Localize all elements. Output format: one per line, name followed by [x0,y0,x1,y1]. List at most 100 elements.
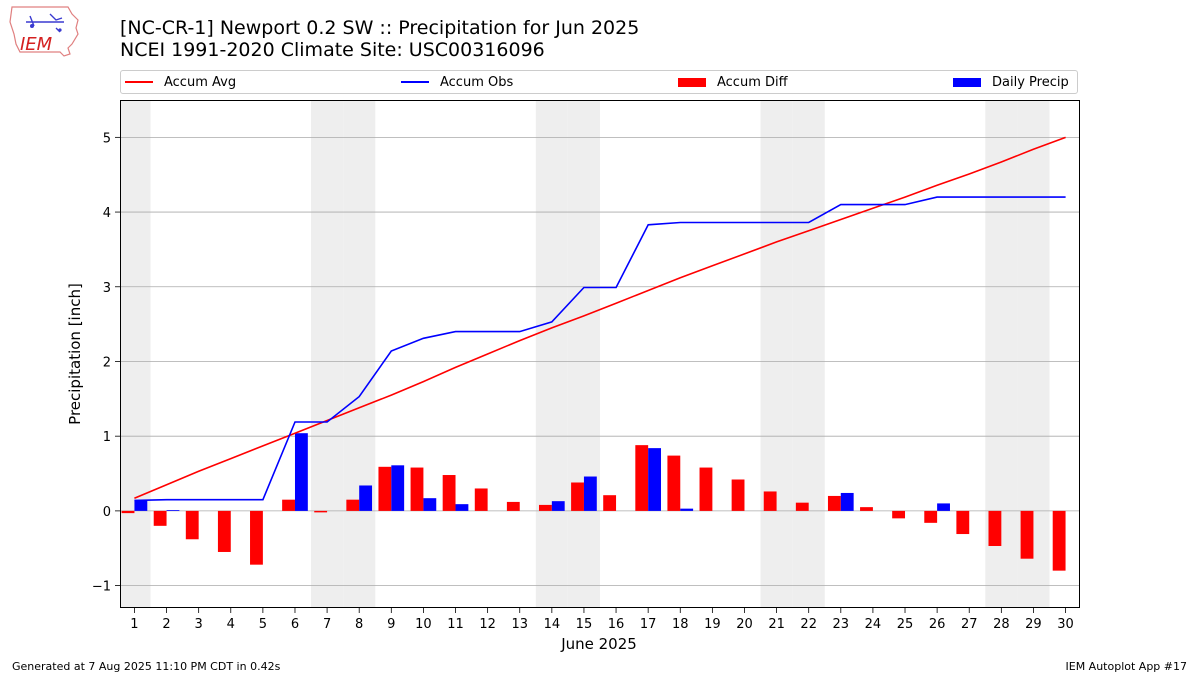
daily-precip-bar-day-9 [391,465,405,511]
accum-diff-bar-day-17 [635,445,649,511]
accum-diff-bar-day-13 [506,501,520,511]
daily-precip-bar-day-1 [134,500,148,511]
accum-diff-bar-day-24 [860,507,873,511]
legend-item-accum-obs: Accum Obs [401,74,513,90]
x-tick-label-22: 22 [800,617,817,632]
x-tick-label-8: 8 [355,617,363,632]
lines [134,136,1066,502]
iowa-map-logo: IEM [9,6,79,57]
accum-obs-line [134,196,1066,502]
accum-diff-bar-day-22 [795,502,809,511]
iem-logo: IEM [6,4,82,64]
weekend-band-day-7 [311,100,344,608]
x-tick-label-14: 14 [544,617,561,632]
legend-swatch-accum-avg [125,81,153,83]
accum-diff-bar-day-4 [217,510,231,552]
bars [121,433,1066,571]
x-tick-label-6: 6 [291,617,299,632]
accum-diff-bar-day-5 [250,510,263,565]
daily-precip-bar-day-2 [166,510,180,511]
x-tick-label-25: 25 [897,617,914,632]
y-tick-label-3: 3 [103,281,111,296]
legend-label-accum-obs: Accum Obs [440,74,514,90]
legend-label-daily-precip: Daily Precip [992,74,1069,90]
accum-diff-bar-day-16 [603,495,617,511]
x-tick-label-10: 10 [415,617,432,632]
x-tick-label-3: 3 [195,617,203,632]
weekend-band-day-8 [343,100,376,608]
chart-legend: Accum Avg Accum Obs Accum Diff Daily Pre… [120,70,1078,94]
weekend-band-day-14 [535,100,568,608]
weekend-band-day-1 [120,100,151,608]
accum-diff-bar-day-21 [763,491,777,511]
legend-item-accum-diff: Accum Diff [678,74,788,90]
chart-title: [NC-CR-1] Newport 0.2 SW :: Precipitatio… [120,17,640,39]
weekend-band-day-22 [792,100,825,608]
logo-text: IEM [20,34,53,55]
x-tick-label-29: 29 [1025,617,1042,632]
x-tick-label-1: 1 [130,617,138,632]
x-tick-label-5: 5 [259,617,267,632]
x-tick-label-13: 13 [511,617,528,632]
y-tick-label--1: −1 [92,580,111,595]
x-tick-label-28: 28 [993,617,1010,632]
daily-precip-bar-day-8 [359,485,373,511]
accum-diff-bar-day-1 [121,510,135,514]
x-axis-ticks: 1 2 3 4 5 6 7 8 9 10 11 12 13 14 15 16 17 18 19 20 21 22 23 24 2… [130,608,1074,632]
x-tick-label-9: 9 [387,617,395,632]
accum-diff-bar-day-28 [988,510,1002,546]
accum-diff-bar-day-18 [667,455,681,511]
x-tick-label-30: 30 [1057,617,1074,632]
accum-diff-bar-day-25 [892,510,906,519]
x-tick-label-26: 26 [929,617,946,632]
y-tick-label-0: 0 [103,505,111,520]
accum-diff-bar-day-23 [827,495,841,511]
legend-item-daily-precip: Daily Precip [953,74,1069,90]
y-axis-ticks: −1 0 1 2 3 4 5 [92,131,120,595]
x-tick-label-2: 2 [162,617,170,632]
y-tick-label-2: 2 [103,355,111,370]
plot-frame [120,100,1080,608]
x-tick-label-11: 11 [447,617,464,632]
daily-precip-bar-day-26 [937,503,950,511]
footer-generated: Generated at 7 Aug 2025 11:10 PM CDT in … [12,660,281,673]
x-tick-label-16: 16 [608,617,625,632]
weekend-band-day-21 [760,100,793,608]
legend-swatch-daily-precip [953,77,981,87]
accum-diff-bar-day-12 [474,488,488,511]
daily-precip-bar-day-18 [680,508,694,511]
x-tick-label-24: 24 [865,617,882,632]
accum-diff-bar-day-3 [185,510,199,540]
legend-swatch-accum-obs [401,81,429,83]
daily-precip-bar-day-23 [840,492,854,511]
accum-diff-bar-day-27 [956,510,970,535]
x-tick-label-15: 15 [576,617,593,632]
x-tick-label-12: 12 [479,617,496,632]
accum-diff-bar-day-2 [153,510,167,526]
accum-diff-bar-day-10 [410,467,424,511]
accum-diff-bar-day-26 [924,510,938,523]
accum-diff-bar-day-30 [1052,510,1066,571]
daily-precip-bar-day-14 [551,501,565,511]
accum-diff-bar-day-7 [314,510,328,513]
accum-diff-bar-day-15 [571,482,584,511]
x-tick-label-19: 19 [704,617,721,632]
x-tick-label-7: 7 [323,617,331,632]
daily-precip-bar-day-15 [583,476,597,511]
x-tick-label-23: 23 [833,617,850,632]
accum-diff-bar-day-20 [731,479,745,511]
x-tick-label-20: 20 [736,617,753,632]
x-tick-label-27: 27 [961,617,978,632]
x-tick-label-17: 17 [640,617,657,632]
y-tick-label-1: 1 [103,430,111,445]
legend-item-accum-avg: Accum Avg [125,74,236,90]
accum-diff-bar-day-19 [699,467,713,511]
accum-diff-bar-day-14 [538,504,552,511]
daily-precip-bar-day-6 [294,433,308,511]
legend-label-accum-avg: Accum Avg [164,74,237,90]
accum-diff-bar-day-11 [442,475,456,511]
accum-diff-bar-day-8 [346,499,360,511]
daily-precip-bar-day-11 [455,504,469,511]
accum-diff-bar-day-6 [282,499,295,511]
daily-precip-bar-day-10 [423,498,437,511]
